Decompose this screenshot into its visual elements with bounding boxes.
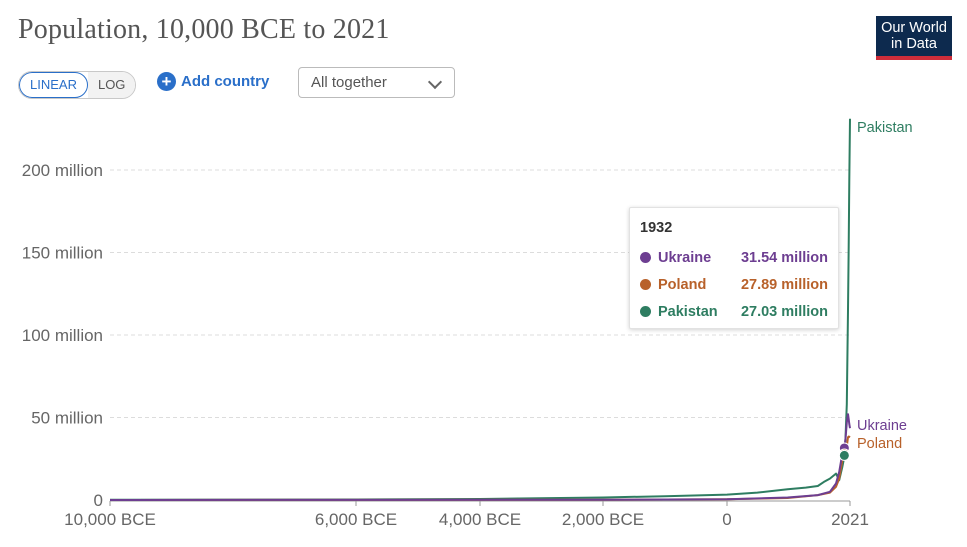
y-tick-label: 0: [94, 491, 103, 510]
y-tick-label: 200 million: [22, 161, 103, 180]
facet-select[interactable]: All together: [298, 67, 455, 98]
series-label-pakistan: Pakistan: [857, 120, 913, 136]
tooltip-value: 27.03 million: [740, 303, 828, 320]
tooltip-value: 27.89 million: [740, 276, 828, 293]
plus-icon: +: [157, 72, 176, 91]
tooltip-row-ukraine: Ukraine 31.54 million: [640, 244, 828, 271]
series-label-ukraine: Ukraine: [857, 418, 907, 434]
poland-dot-icon: [640, 279, 651, 290]
facet-select-value: All together: [311, 74, 387, 91]
x-tick-label: 0: [722, 510, 731, 529]
x-tick-label: 2,000 BCE: [562, 510, 644, 529]
x-tick-label: 10,000 BCE: [64, 510, 156, 529]
logo-line2: in Data: [891, 36, 937, 52]
series-line-ukraine: [109, 413, 851, 501]
pakistan-dot-icon: [640, 306, 651, 317]
tooltip-row-pakistan: Pakistan 27.03 million: [640, 298, 828, 325]
page-title: Population, 10,000 BCE to 2021: [18, 14, 390, 45]
tooltip-value: 31.54 million: [740, 249, 828, 266]
log-scale-button[interactable]: LOG: [87, 72, 136, 98]
series-line-pakistan: [109, 118, 851, 501]
tooltip-row-poland: Poland 27.89 million: [640, 271, 828, 298]
linear-scale-button[interactable]: LINEAR: [19, 72, 88, 98]
logo-line1: Our World: [881, 20, 947, 36]
series-labels: Pakistan Poland Ukraine: [857, 120, 913, 452]
x-tick-label: 6,000 BCE: [315, 510, 397, 529]
x-tick-label: 2021: [831, 510, 869, 529]
tooltip-name: Ukraine: [658, 249, 712, 266]
series-label-poland: Poland: [857, 436, 902, 452]
ukraine-dot-icon: [640, 252, 651, 263]
add-country-label: Add country: [181, 73, 270, 90]
y-tick-label: 50 million: [31, 409, 103, 428]
scale-toggle: LINEAR LOG: [18, 71, 137, 99]
hover-markers: [838, 442, 850, 461]
y-axis: 0 50 million 100 million 150 million 200 mil…: [22, 161, 103, 510]
tooltip-name: Poland: [658, 276, 707, 293]
y-tick-label: 100 million: [22, 326, 103, 345]
add-country-button[interactable]: + Add country: [157, 72, 269, 91]
y-tick-label: 150 million: [22, 244, 103, 263]
hover-tooltip: 1932 Ukraine 31.54 million Poland 27.89 …: [629, 207, 839, 329]
logo-red-bar: [876, 56, 952, 60]
tooltip-name: Pakistan: [658, 303, 718, 320]
owid-logo[interactable]: Our World in Data: [876, 16, 952, 60]
hover-marker-pakistan: [838, 449, 850, 461]
series-line-poland: [109, 435, 851, 501]
x-axis: 10,000 BCE 6,000 BCE 4,000 BCE 2,000 BCE 0 20…: [64, 500, 869, 529]
x-tick-label: 4,000 BCE: [439, 510, 521, 529]
tooltip-year: 1932: [640, 220, 673, 236]
